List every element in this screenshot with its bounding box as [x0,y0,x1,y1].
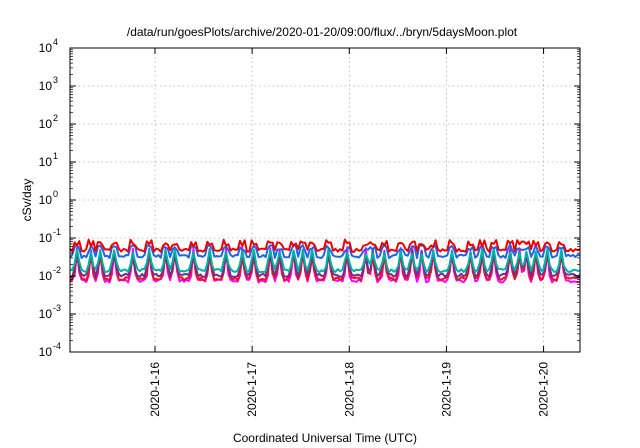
series-group [69,238,581,284]
y-tick-exponent: -3 [53,303,61,313]
x-axis: 2020-1-16 2020-1-17 2020-1-18 2020-1-19 2020… [148,48,551,417]
y-tick-exponent: -2 [53,265,61,275]
y-tick-label: 10 [39,269,53,283]
y-tick-exponent: 4 [53,37,58,47]
y-tick-exponent: -1 [53,227,61,237]
y-tick-label: 10 [39,231,53,245]
x-tick-label: 2020-1-17 [245,362,259,417]
series-line [69,238,581,253]
x-tick-label: 2020-1-20 [537,362,551,417]
y-tick-exponent: 2 [53,113,58,123]
y-tick-exponent: -4 [53,341,61,351]
x-tick-label: 2020-1-16 [148,362,162,417]
y-tick-exponent: 0 [53,189,58,199]
x-tick-label: 2020-1-19 [439,362,453,417]
y-tick-label: 10 [39,155,53,169]
y-tick-label: 10 [39,307,53,321]
y-tick-label: 10 [39,193,53,207]
y-axis-label: cSv/day [20,179,34,222]
y-tick-label: 10 [39,79,53,93]
grid-lines [70,48,580,352]
y-tick-exponent: 3 [53,75,58,85]
y-tick-exponent: 1 [53,151,58,161]
y-tick-label: 10 [39,345,53,359]
chart-title: /data/run/goesPlots/archive/2020-01-20/0… [127,25,518,39]
y-tick-label: 10 [39,41,53,55]
series-line [69,247,581,274]
y-tick-label: 10 [39,117,53,131]
x-axis-label: Coordinated Universal Time (UTC) [233,431,417,445]
series-line [69,243,581,259]
x-tick-label: 2020-1-18 [342,362,356,417]
